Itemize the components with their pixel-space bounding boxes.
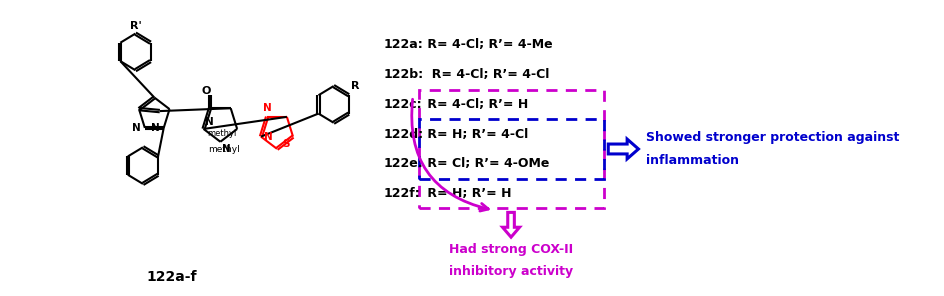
Text: methyl: methyl <box>208 145 240 154</box>
Text: N: N <box>205 117 214 127</box>
Text: R= H; R’= H: R= H; R’= H <box>423 187 512 200</box>
Text: Had strong COX-II: Had strong COX-II <box>448 243 572 256</box>
Text: R= H; R’= 4-Cl: R= H; R’= 4-Cl <box>423 128 528 141</box>
Bar <box>418 119 603 179</box>
FancyArrow shape <box>608 139 638 159</box>
Text: Showed stronger protection against: Showed stronger protection against <box>646 131 899 144</box>
Text: R= 4-Cl; R’= 4-Cl: R= 4-Cl; R’= 4-Cl <box>423 68 549 81</box>
Text: 122d:: 122d: <box>383 128 423 141</box>
Text: N: N <box>222 144 230 154</box>
Text: O: O <box>201 86 211 96</box>
Text: R': R' <box>129 21 142 30</box>
Text: N: N <box>262 103 271 113</box>
Text: methyl: methyl <box>207 129 237 139</box>
Text: N: N <box>132 123 141 133</box>
Text: N: N <box>151 123 160 133</box>
Text: R= 4-Cl; R’= H: R= 4-Cl; R’= H <box>423 98 528 111</box>
Bar <box>418 90 603 208</box>
Text: R= 4-Cl; R’= 4-Me: R= 4-Cl; R’= 4-Me <box>423 38 552 52</box>
Text: 122a-f: 122a-f <box>146 270 196 284</box>
Text: R= Cl; R’= 4-OMe: R= Cl; R’= 4-OMe <box>423 157 549 170</box>
Text: N: N <box>263 132 272 141</box>
Text: 122e:: 122e: <box>383 157 423 170</box>
Text: 122b:: 122b: <box>383 68 423 81</box>
Text: S: S <box>282 139 290 149</box>
FancyArrow shape <box>502 213 519 237</box>
Text: inflammation: inflammation <box>646 155 738 167</box>
Text: 122f:: 122f: <box>383 187 420 200</box>
Text: 122c:: 122c: <box>383 98 422 111</box>
Text: 122a:: 122a: <box>383 38 423 52</box>
Text: inhibitory activity: inhibitory activity <box>448 265 572 278</box>
Text: R: R <box>350 81 359 91</box>
